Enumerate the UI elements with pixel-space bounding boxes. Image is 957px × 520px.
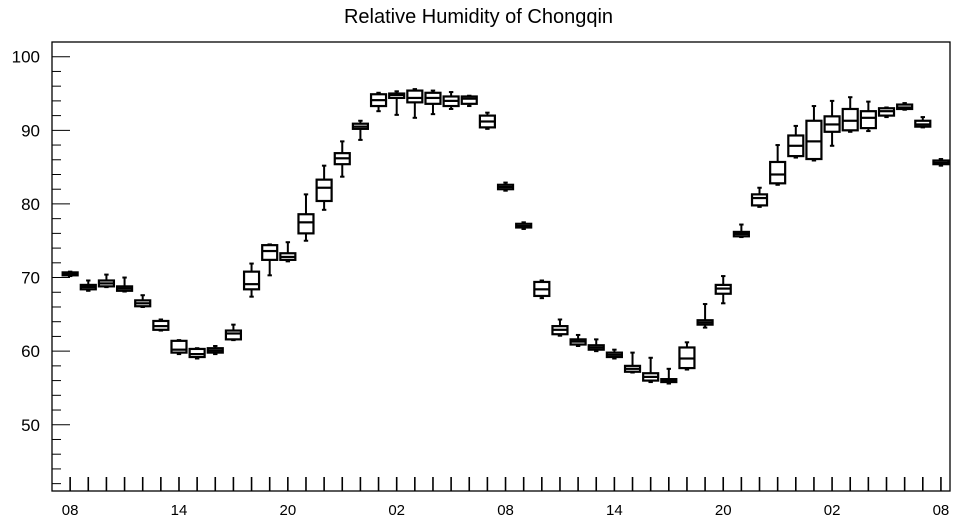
box-iqr (224, 329, 243, 341)
box-hour-6 (170, 339, 188, 356)
box-hour-40 (787, 124, 805, 159)
x-tick-label: 14 (606, 502, 623, 519)
box-hour-30 (605, 348, 623, 360)
x-tick-label: 14 (171, 502, 188, 519)
y-tick-label: 90 (21, 121, 40, 140)
box-iqr (769, 160, 787, 185)
y-tick-label: 70 (21, 269, 40, 288)
box-hour-45 (877, 106, 896, 119)
box-hour-5 (152, 318, 170, 332)
box-hour-46 (896, 102, 914, 111)
box-hour-3 (115, 276, 134, 293)
box-iqr (261, 244, 279, 261)
box-iqr (315, 178, 333, 203)
box-hour-14 (315, 164, 333, 211)
box-hour-32 (642, 356, 660, 384)
box-hour-20 (424, 89, 442, 116)
box-iqr (297, 213, 315, 235)
box-hour-1 (79, 279, 97, 292)
box-hour-9 (224, 323, 243, 342)
box-iqr (805, 119, 823, 161)
box-hour-36 (714, 275, 732, 305)
box-hour-25 (515, 221, 533, 230)
box-hour-48 (932, 158, 950, 167)
box-hour-35 (696, 303, 714, 329)
y-tick-label: 60 (21, 342, 40, 361)
box-hour-13 (297, 193, 315, 242)
box-hour-23 (478, 111, 496, 130)
box-iqr (859, 110, 877, 130)
x-tick-label: 02 (824, 502, 841, 519)
box-iqr (841, 107, 859, 132)
box-iqr (188, 347, 206, 359)
y-tick-label: 100 (12, 48, 40, 67)
box-hour-15 (333, 140, 351, 178)
box-hour-27 (551, 318, 569, 337)
box-hour-47 (914, 116, 932, 129)
x-axis: 08 14 20 02 08 14 20 02 08 (62, 477, 949, 519)
box-hour-18 (388, 90, 406, 116)
box-hour-7 (188, 347, 206, 360)
box-hour-21 (442, 91, 460, 110)
box-hour-44 (859, 100, 877, 133)
box-hour-4 (134, 294, 152, 308)
box-hour-29 (587, 338, 605, 353)
boxes-layer (61, 88, 950, 385)
box-hour-0 (61, 270, 79, 278)
x-tick-label: 08 (497, 502, 514, 519)
x-tick-label: 20 (279, 502, 296, 519)
box-hour-19 (406, 88, 424, 119)
box-hour-41 (805, 105, 823, 162)
box-hour-2 (97, 273, 116, 289)
box-hour-37 (732, 223, 750, 239)
box-hour-16 (351, 119, 370, 141)
box-iqr (750, 193, 769, 207)
x-tick-label: 08 (62, 502, 79, 519)
y-tick-label: 80 (21, 195, 40, 214)
box-hour-11 (261, 243, 279, 277)
y-tick-label: 50 (21, 416, 40, 435)
box-hour-22 (460, 94, 478, 108)
box-hour-42 (823, 99, 841, 147)
box-hour-12 (279, 241, 297, 263)
box-iqr (170, 339, 188, 354)
plot-frame (51, 41, 951, 492)
box-hour-34 (678, 341, 696, 371)
box-hour-10 (242, 262, 261, 298)
box-iqr (242, 270, 261, 291)
box-hour-38 (750, 186, 769, 208)
box-hour-39 (769, 144, 787, 186)
box-hour-24 (496, 181, 515, 192)
box-hour-31 (623, 351, 642, 374)
x-tick-label: 02 (388, 502, 405, 519)
box-hour-43 (841, 96, 859, 133)
box-hour-28 (569, 333, 587, 347)
box-hour-33 (660, 367, 678, 385)
x-tick-label: 20 (715, 502, 732, 519)
chart-title: Relative Humidity of Chongqin (343, 6, 614, 28)
x-tick-label: 08 (933, 502, 950, 519)
box-iqr (406, 89, 424, 104)
box-hour-26 (533, 279, 551, 300)
box-hour-8 (206, 344, 224, 356)
box-hour-17 (369, 91, 388, 113)
y-axis: 50 60 70 80 90 100 (12, 41, 70, 485)
box-iqr (460, 95, 478, 105)
